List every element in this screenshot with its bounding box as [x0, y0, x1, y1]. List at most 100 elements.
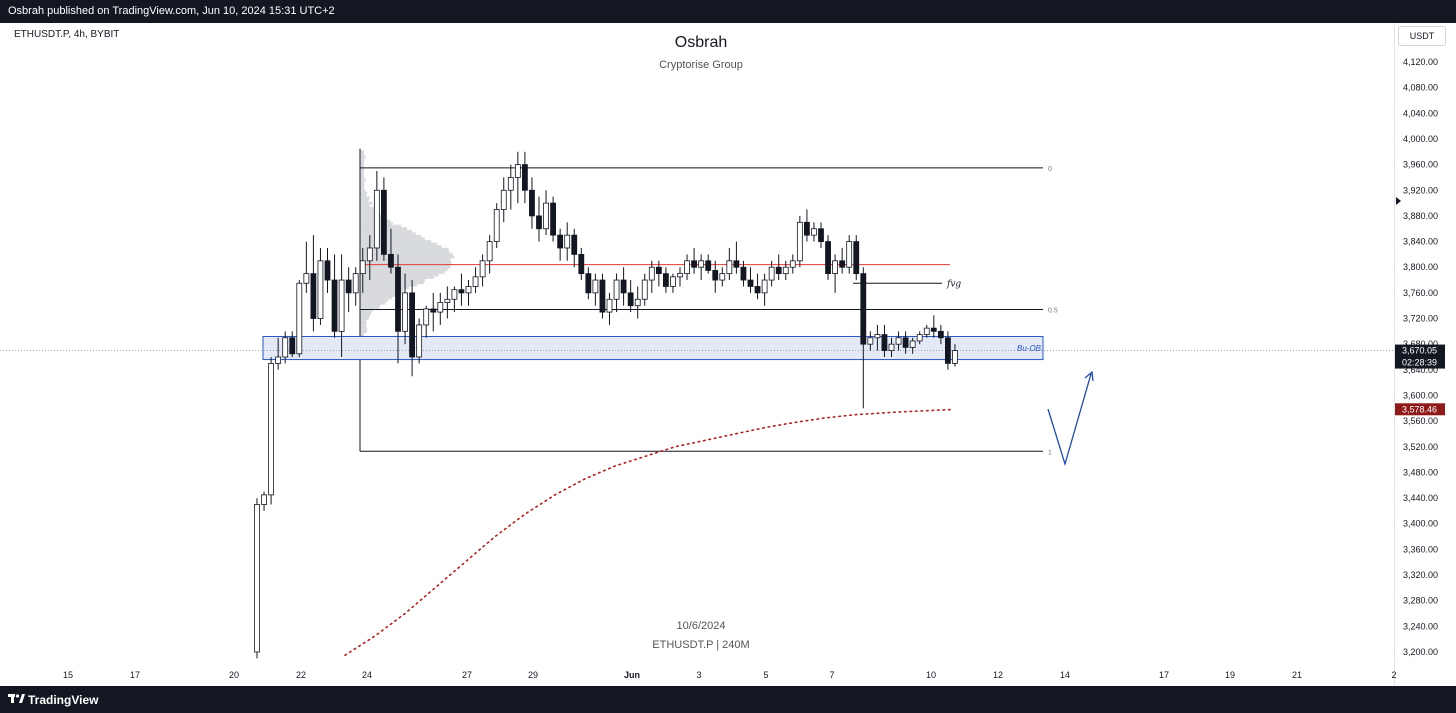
candle-body	[826, 242, 831, 274]
candle[interactable]	[720, 267, 725, 286]
candle[interactable]	[353, 267, 358, 305]
candle[interactable]	[861, 267, 866, 408]
candle[interactable]	[466, 280, 471, 306]
candle-body	[755, 286, 760, 292]
candle[interactable]	[685, 254, 690, 280]
candle[interactable]	[748, 267, 753, 293]
candle[interactable]	[346, 267, 351, 312]
candle[interactable]	[297, 280, 302, 357]
candle-body	[692, 261, 697, 267]
candle-body	[713, 270, 718, 280]
candle[interactable]	[797, 216, 802, 267]
candle[interactable]	[670, 274, 675, 293]
candle[interactable]	[501, 177, 506, 222]
candle[interactable]	[537, 197, 542, 242]
candle[interactable]	[522, 152, 527, 203]
candle[interactable]	[473, 267, 478, 293]
volume-profile-bar	[360, 302, 386, 305]
candle[interactable]	[290, 331, 295, 357]
candle[interactable]	[544, 190, 549, 235]
volume-profile-bar	[360, 176, 364, 179]
candle[interactable]	[381, 177, 386, 260]
candle[interactable]	[833, 254, 838, 292]
candle[interactable]	[692, 248, 697, 274]
candle[interactable]	[438, 293, 443, 325]
y-tick-label: 3,280.00	[1403, 596, 1438, 606]
candle[interactable]	[529, 177, 534, 228]
candle[interactable]	[776, 254, 781, 280]
tradingview-brand[interactable]: TradingView	[28, 693, 98, 707]
candle[interactable]	[480, 254, 485, 286]
candle[interactable]	[487, 235, 492, 273]
candle[interactable]	[635, 286, 640, 318]
candle[interactable]	[840, 248, 845, 274]
candle[interactable]	[699, 254, 704, 280]
candle[interactable]	[713, 261, 718, 293]
candle[interactable]	[826, 235, 831, 280]
candle[interactable]	[600, 274, 605, 319]
candle[interactable]	[255, 498, 260, 658]
candle[interactable]	[431, 293, 436, 331]
candle[interactable]	[565, 222, 570, 260]
candle[interactable]	[642, 274, 647, 306]
candle[interactable]	[649, 261, 654, 293]
candle[interactable]	[931, 315, 936, 337]
candle[interactable]	[515, 152, 520, 203]
candle[interactable]	[445, 286, 450, 318]
candle[interactable]	[678, 267, 683, 286]
candle-body	[833, 261, 838, 274]
candle[interactable]	[459, 274, 464, 306]
candle[interactable]	[607, 293, 612, 325]
candle[interactable]	[494, 203, 499, 248]
candle[interactable]	[614, 274, 619, 312]
y-tick-label: 4,080.00	[1403, 83, 1438, 93]
y-tick-label: 3,960.00	[1403, 160, 1438, 170]
candle[interactable]	[374, 171, 379, 261]
volume-profile-bar	[360, 186, 364, 189]
candle[interactable]	[811, 222, 816, 241]
candle[interactable]	[628, 280, 633, 312]
candle[interactable]	[819, 222, 824, 248]
candle-body	[410, 293, 415, 357]
candle[interactable]	[762, 274, 767, 306]
candle[interactable]	[621, 267, 626, 305]
candle[interactable]	[663, 267, 668, 293]
candle[interactable]	[734, 242, 739, 274]
candle-body	[649, 267, 654, 280]
candle[interactable]	[847, 235, 852, 273]
candle[interactable]	[790, 254, 795, 273]
candle[interactable]	[924, 325, 929, 338]
candle[interactable]	[551, 197, 556, 242]
candle[interactable]	[706, 254, 711, 273]
candle[interactable]	[783, 261, 788, 280]
candle[interactable]	[755, 274, 760, 300]
candle[interactable]	[304, 242, 309, 293]
candle[interactable]	[854, 235, 859, 280]
candle[interactable]	[508, 165, 513, 210]
candle[interactable]	[572, 229, 577, 267]
candle[interactable]	[417, 319, 422, 364]
candle[interactable]	[332, 254, 337, 337]
candle[interactable]	[452, 286, 457, 312]
bullish-order-block-zone[interactable]	[263, 336, 1043, 359]
candle-body	[811, 229, 816, 235]
tradingview-logo-icon[interactable]	[8, 692, 26, 704]
currency-button[interactable]: USDT	[1398, 26, 1446, 46]
candle[interactable]	[262, 492, 267, 511]
candle-body	[720, 274, 725, 280]
candle[interactable]	[410, 280, 415, 376]
candle[interactable]	[579, 248, 584, 280]
candle[interactable]	[586, 267, 591, 299]
candle[interactable]	[804, 210, 809, 242]
candle[interactable]	[727, 248, 732, 280]
projection-arrow[interactable]	[1048, 374, 1091, 464]
candle[interactable]	[318, 248, 323, 325]
candle[interactable]	[311, 235, 316, 331]
candle[interactable]	[424, 306, 429, 338]
candle[interactable]	[325, 248, 330, 293]
candle[interactable]	[593, 274, 598, 306]
price-scale-marker-icon[interactable]	[1396, 197, 1401, 205]
candle[interactable]	[558, 229, 563, 261]
candle[interactable]	[269, 357, 274, 505]
